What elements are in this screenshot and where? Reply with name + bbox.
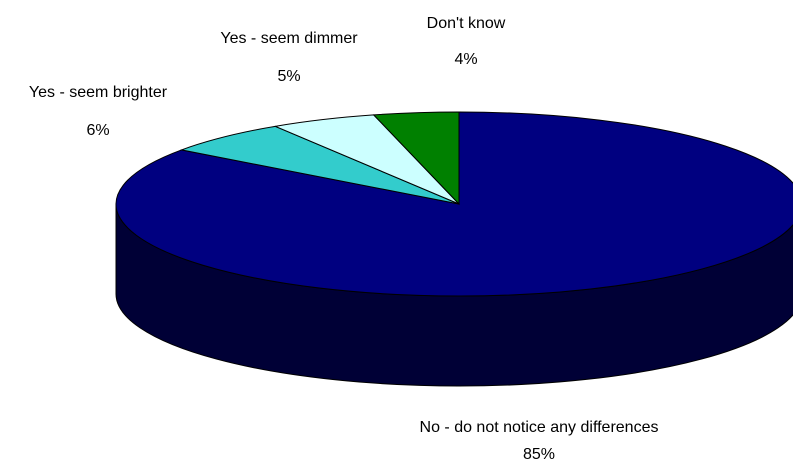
slice-label-dont-know: Don't know — [427, 15, 506, 32]
pie-slice-yes-seem-brighter — [179, 125, 460, 205]
pie-slice-don-t-know — [372, 111, 460, 206]
slice-label-brighter: Yes - seem brighter — [29, 84, 168, 101]
slice-percent-dimmer: 5% — [277, 68, 300, 85]
slice-percent-brighter: 6% — [86, 122, 109, 139]
slice-percent-no-differences: 85% — [523, 446, 555, 463]
slice-label-no-differences: No - do not notice any differences — [420, 419, 659, 436]
pie-slice-no-do-not-notice-any-differences — [115, 111, 793, 297]
pie-tops — [115, 111, 793, 297]
slice-label-dimmer: Yes - seem dimmer — [220, 30, 358, 47]
slice-percent-dont-know: 4% — [454, 51, 477, 68]
